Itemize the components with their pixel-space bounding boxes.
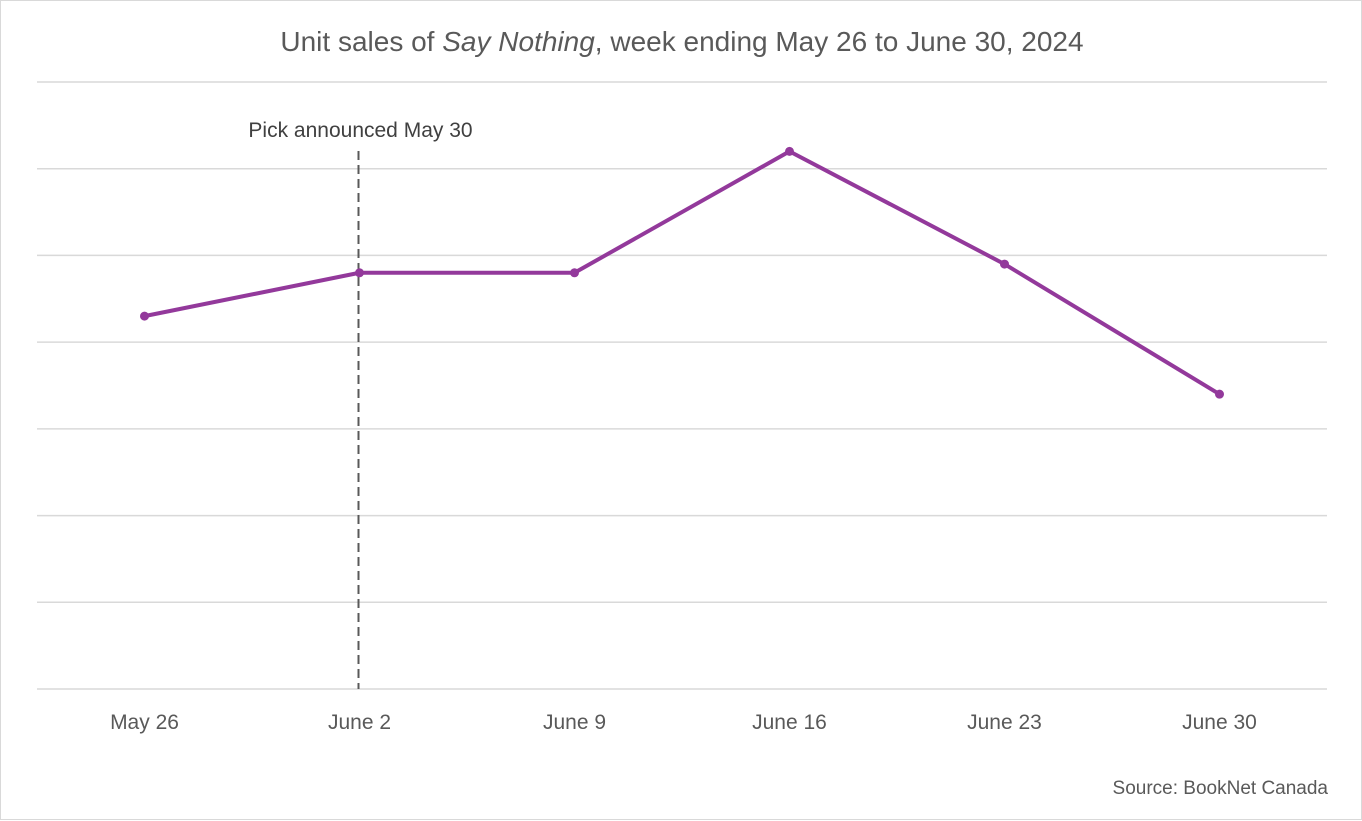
x-tick-label: June 23 [967, 711, 1042, 734]
series-group [140, 146, 1224, 399]
data-point-june-16 [785, 146, 794, 156]
data-point-may-26 [140, 311, 149, 321]
chart-title-emphasis: Say Nothing [442, 26, 595, 57]
x-tick-label: June 30 [1182, 711, 1257, 734]
x-axis-ticks: May 26 June 2 June 9 June 16 June 23 June 30 [110, 711, 1257, 734]
chart-title: Unit sales of Say Nothing, week ending M… [280, 26, 1083, 57]
data-point-june-9 [570, 268, 579, 278]
data-point-june-23 [1000, 259, 1009, 269]
annotation-group: Pick announced May 30 [248, 119, 473, 689]
x-tick-label: June 9 [543, 711, 606, 734]
source-note: Source: BookNet Canada [1113, 778, 1329, 799]
gridlines [37, 81, 1327, 690]
series-line [142, 149, 1222, 397]
chart-title-prefix: Unit sales of [280, 26, 442, 57]
annotation-label: Pick announced May 30 [248, 119, 472, 142]
data-point-june-2 [355, 268, 364, 278]
x-tick-label: June 2 [328, 711, 391, 734]
chart-title-suffix: , week ending May 26 to June 30, 2024 [595, 26, 1084, 57]
x-tick-label: June 16 [752, 711, 827, 734]
x-tick-label: May 26 [110, 711, 179, 734]
data-point-june-30 [1215, 389, 1224, 399]
